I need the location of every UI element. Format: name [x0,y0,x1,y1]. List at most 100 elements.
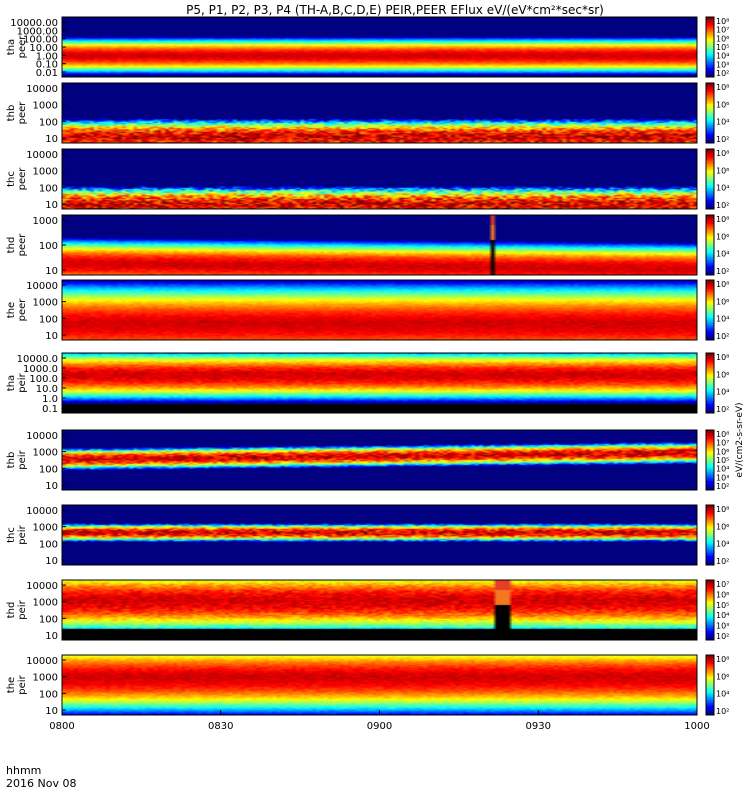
colorbar-swatch [706,688,714,690]
colorbar-swatch [706,619,714,621]
y-axis-label: peer [17,233,28,257]
colorbar-swatch [706,249,714,252]
y-tick-label: 100 [39,689,58,700]
y-axis-label: tha [6,375,17,391]
colorbar-swatch [706,369,714,372]
colorbar-frame [705,654,715,716]
y-tick-label: 100 [39,117,58,128]
colorbar-swatch [706,478,714,480]
y-tick-label: 10000 [26,431,58,442]
colorbar-swatch [706,44,714,46]
colorbar-swatch [706,485,714,488]
colorbar-swatch [706,191,714,193]
colorbar-swatch [706,117,714,120]
colorbar-swatch [706,455,714,458]
panel-thb-peer: 10000 1000 100 10 thb peer 10⁸ 10⁶ 10⁴ 10² [6,82,729,145]
colorbar-tick-label: 10⁸ [716,505,729,514]
y-tick-label: 0.1 [42,404,58,415]
colorbar-swatch [706,245,714,247]
colorbar-swatch [706,123,714,126]
colorbar-swatch [706,48,714,51]
x-tick-label: 0930 [526,721,551,732]
colorbar-swatch [706,332,714,335]
colorbar-tick-label: 10⁷ [716,26,729,35]
colorbar: 10⁸ 10⁶ 10⁴ 10² [705,504,729,566]
y-axis-label: peer [17,101,28,125]
colorbar-swatch [706,458,714,461]
colorbar-swatch [706,113,714,115]
colorbar-tick-label: 10⁶ [716,672,729,681]
colorbar-swatch [706,65,714,67]
panel-thc-peir: 10000 1000 100 10 thc peir 10⁸ 10⁶ 10⁴ 10² [6,504,729,567]
colorbar-swatch [706,110,714,112]
colorbar-swatch [706,520,714,522]
colorbar-swatch [706,472,714,474]
colorbar-swatch [706,239,714,241]
colorbar-swatch [706,667,714,669]
colorbar-swatch [706,243,714,246]
colorbar-swatch [706,62,714,64]
colorbar-frame [705,82,715,144]
colorbar-swatch [706,17,714,19]
y-tick-label: 10.0 [36,384,58,395]
colorbar-swatch [706,114,714,117]
colorbar-tick-label: 10⁶ [716,232,729,241]
colorbar-swatch [706,694,714,696]
colorbar-swatch [706,308,714,311]
colorbar-swatch [706,272,714,274]
colorbar-swatch [706,560,714,563]
colorbar-tick-label: 10⁴ [716,52,729,61]
colorbar-swatch [706,601,714,603]
colorbar-swatch [706,509,714,512]
colorbar-tick-label: 10⁴ [716,184,729,193]
colorbar-swatch [706,629,714,632]
colorbar-swatch [706,632,714,635]
y-tick-label: 1000 [33,298,58,309]
colorbar-swatch [706,670,714,672]
colorbar-swatch [706,530,714,533]
colorbar-swatch [706,608,714,611]
colorbar-swatch [706,155,714,157]
y-tick-label: 10 [45,631,58,642]
colorbar-swatch [706,90,714,93]
colorbar-swatch [706,24,714,27]
colorbar-swatch [706,206,714,208]
colorbar-swatch [706,664,714,666]
colorbar-swatch [706,156,714,159]
colorbar-swatch [706,538,714,540]
x-tick-label: 1000 [684,721,709,732]
y-axis-label: peer [17,298,28,322]
colorbar-swatch [706,408,714,411]
colorbar-swatch [706,430,714,432]
y-tick-label: 1000 [33,523,58,534]
colorbar-swatch [706,617,714,620]
colorbar-tick-label: 10⁶ [716,34,729,43]
colorbar-swatch [706,378,714,381]
colorbar-tick-label: 10⁸ [716,280,729,289]
colorbar-swatch [706,431,714,434]
colorbar-swatch [706,251,714,253]
y-tick-label: 1.00 [36,51,58,62]
colorbar-swatch [706,322,714,324]
y-tick-label: 10 [45,481,58,492]
colorbar-swatch [706,218,714,220]
colorbar-swatch [706,518,714,521]
colorbar-swatch [706,228,714,231]
spectrogram-image [62,17,697,77]
colorbar-swatch [706,137,714,139]
colorbar-swatch [706,149,714,151]
colorbar-swatch [706,326,714,329]
colorbar-swatch [706,192,714,195]
colorbar-swatch [706,186,714,189]
colorbar-swatch [706,410,714,412]
colorbar-swatch [706,613,714,615]
colorbar-swatch [706,460,714,462]
panel-thd-peer: 1000 100 10 thd peer 10⁸ 10⁶ 10⁴ 10² [6,214,729,277]
colorbar-frame [705,214,715,276]
colorbar-swatch [706,487,714,489]
colorbar: 10⁸ 10⁶ 10⁴ 10² [705,82,729,144]
colorbar-swatch [706,401,714,403]
y-axis-label: the [6,302,17,318]
